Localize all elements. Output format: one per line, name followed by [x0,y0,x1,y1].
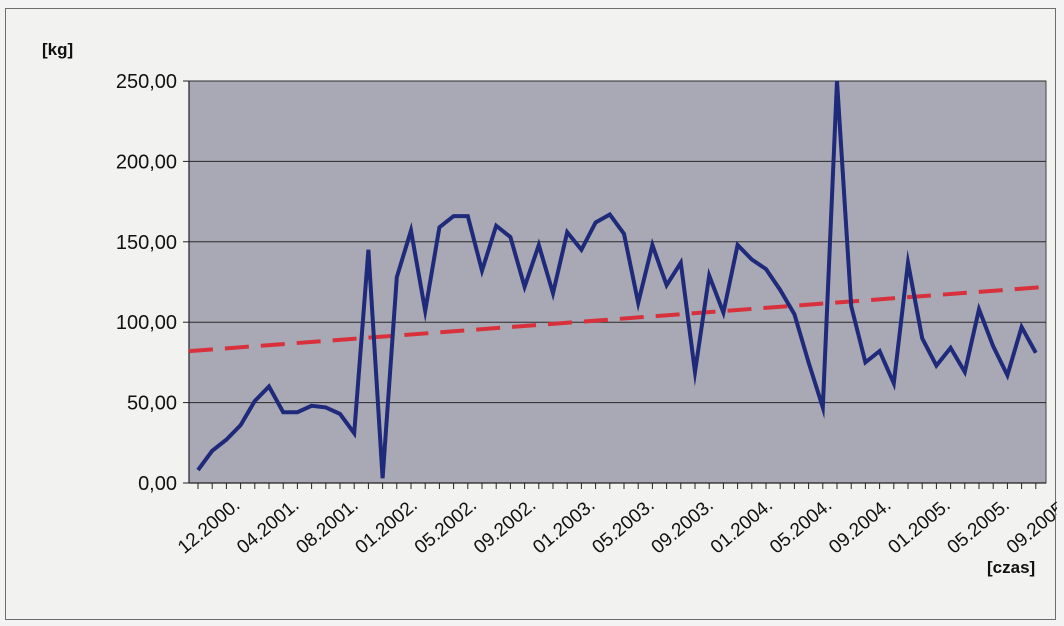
x-tick-label: 09.2005. [1003,495,1057,559]
x-tick-label: 01.2005. [884,495,954,559]
x-tick-label: 12.2000. [174,495,244,559]
x-tick-label: 08.2001. [292,495,362,559]
y-tick-label: 50,00 [127,393,177,415]
x-tick-label: 05.2005. [944,495,1014,559]
x-tick-label: 05.2003. [588,495,658,559]
x-tick-label: 09.2002. [470,495,540,559]
x-tick-label: 09.2004. [825,495,895,559]
x-tick-label: 01.2004. [707,495,777,559]
x-tick-label: 01.2003. [529,495,599,559]
y-axis-title: [kg] [42,40,73,59]
chart-frame: [kg] [czas] 0,00 50,00 100,00 150,00 200,00 2… [5,8,1057,620]
x-tick-label: 05.2004. [766,495,836,559]
y-tick-label: 100,00 [116,312,177,334]
plot-area [188,80,1047,484]
y-tick-label: 250,00 [116,71,177,93]
y-tick-label: 150,00 [116,232,177,254]
y-tick-label: 0,00 [138,473,177,495]
line-chart: [kg] [czas] 0,00 50,00 100,00 150,00 200,00 2… [42,40,1057,577]
y-tick-label: 200,00 [116,151,177,173]
x-axis-title: [czas] [987,558,1035,577]
data-line [196,80,1038,479]
x-tick-label: 05.2002. [411,495,481,559]
x-tick-label: 09.2003. [648,495,718,559]
x-tick-label: 04.2001. [233,495,303,559]
x-tick-label: 01.2002. [352,495,422,559]
